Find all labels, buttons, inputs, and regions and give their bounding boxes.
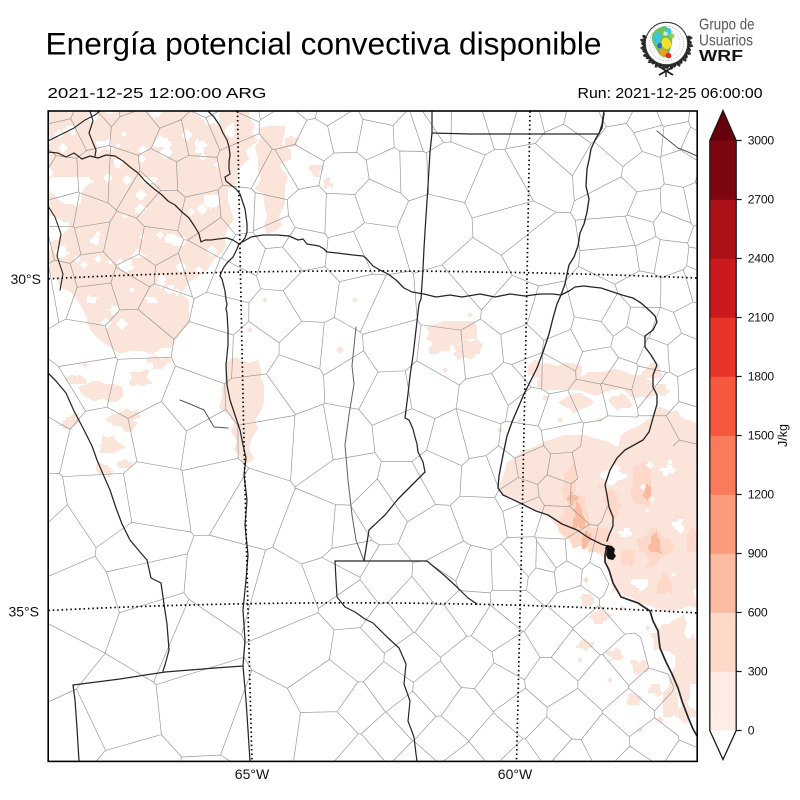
svg-text:30°S: 30°S (10, 271, 41, 287)
svg-text:2700: 2700 (748, 193, 775, 207)
svg-text:600: 600 (748, 606, 768, 620)
svg-text:1500: 1500 (748, 429, 775, 443)
svg-text:Grupo de: Grupo de (699, 17, 755, 34)
svg-text:Usuarios: Usuarios (699, 33, 753, 50)
svg-text:1800: 1800 (748, 370, 775, 384)
svg-text:60°W: 60°W (498, 766, 533, 782)
svg-text:Energía potencial convectiva d: Energía potencial convectiva disponible (46, 26, 602, 62)
svg-text:2021-12-25 12:00:00 ARG: 2021-12-25 12:00:00 ARG (48, 86, 267, 102)
svg-text:900: 900 (748, 547, 768, 561)
svg-text:0: 0 (748, 724, 755, 738)
svg-text:65°W: 65°W (235, 766, 270, 782)
svg-text:300: 300 (748, 665, 768, 679)
svg-text:1200: 1200 (748, 488, 775, 502)
svg-text:35°S: 35°S (8, 604, 39, 620)
svg-text:Run: 2021-12-25 06:00:00: Run: 2021-12-25 06:00:00 (578, 86, 763, 102)
svg-text:J/kg: J/kg (776, 424, 790, 447)
svg-text:2100: 2100 (748, 311, 775, 325)
svg-text:2400: 2400 (748, 252, 775, 266)
svg-text:3000: 3000 (748, 134, 775, 148)
svg-text:WRF: WRF (699, 48, 743, 65)
